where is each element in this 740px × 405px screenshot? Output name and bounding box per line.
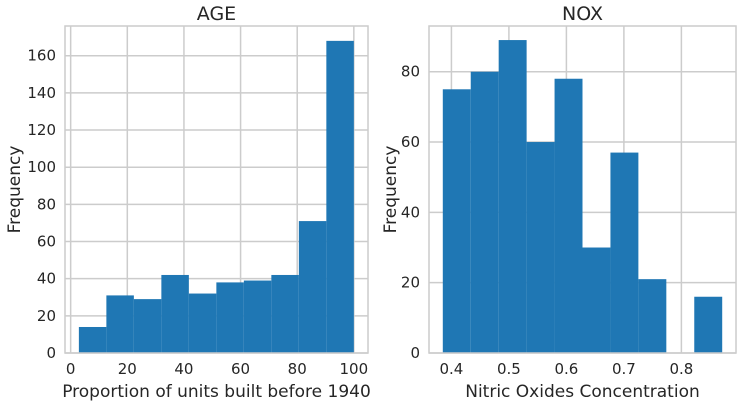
y-tick-label: 80: [401, 63, 420, 81]
y-axis-title: Frequency: [5, 146, 25, 234]
x-tick-label: 80: [288, 360, 307, 378]
y-tick-label: 120: [27, 121, 56, 139]
histogram-bar: [216, 282, 244, 353]
x-axis-title: Proportion of units built before 1940: [62, 382, 371, 402]
chart-title: AGE: [197, 3, 236, 25]
histogram-bar: [526, 142, 555, 353]
histogram-bar: [133, 299, 162, 353]
x-tick-label: 0.4: [439, 360, 463, 378]
chart-panel-2: 0.4 0.5 0.6 0.7 0.8 0 20 40 60 80 NOX Nitric Oxides…: [381, 3, 737, 402]
y-tick-label: 140: [27, 84, 56, 102]
histogram-bar: [271, 274, 299, 353]
x-tick-label: 0.6: [554, 360, 578, 378]
x-tick-label: 100: [340, 360, 369, 378]
plot-frame: [428, 25, 737, 354]
histogram-bar: [498, 40, 527, 354]
histogram-bar: [694, 296, 723, 353]
x-tick-label: 20: [118, 360, 137, 378]
y-tick-label: 60: [401, 133, 420, 151]
x-tick-label: 60: [231, 360, 250, 378]
y-tick-label: 100: [27, 158, 56, 176]
y-tick-label: 80: [37, 195, 56, 213]
x-tick-label: 0.5: [497, 360, 521, 378]
y-tick-label: 0: [46, 344, 56, 362]
x-axis-title: Nitric Oxides Concentration: [465, 382, 700, 402]
x-tick-label: 0.7: [612, 360, 636, 378]
y-axis-title: Frequency: [381, 146, 401, 234]
plot-frame: [64, 25, 369, 354]
y-tick-label: 160: [27, 47, 56, 65]
histogram-bar: [610, 152, 639, 353]
histogram-bar: [554, 78, 583, 353]
histogram-bar: [161, 274, 189, 353]
histogram-bar: [638, 279, 667, 353]
chart-title: NOX: [562, 3, 603, 25]
histogram-bar: [188, 293, 217, 353]
chart-panel-1: 0 20 40 60 80 100 0 20 40 60 80 100 120 140 160 AGE Prop…: [5, 3, 371, 402]
y-tick-label: 60: [37, 233, 56, 251]
histogram-bar: [470, 71, 499, 353]
x-tick-label: 0: [66, 360, 76, 378]
y-tick-label: 20: [401, 274, 420, 292]
histogram-bar: [106, 295, 134, 353]
y-tick-label: 40: [37, 270, 56, 288]
y-tick-label: 40: [401, 203, 420, 221]
y-tick-label: 0: [410, 344, 420, 362]
histogram-bar: [442, 89, 471, 354]
histogram-bar: [326, 40, 354, 353]
histogram-bar: [582, 247, 611, 353]
histogram-bar: [298, 221, 327, 353]
y-tick-label: 20: [37, 307, 56, 325]
x-tick-label: 40: [174, 360, 193, 378]
histogram-bar: [243, 280, 272, 353]
x-tick-label: 0.8: [669, 360, 693, 378]
histogram-bar: [78, 326, 107, 353]
